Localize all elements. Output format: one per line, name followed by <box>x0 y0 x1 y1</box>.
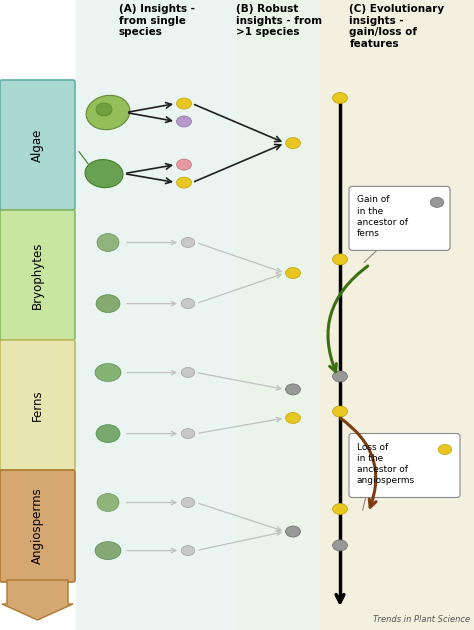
Ellipse shape <box>85 159 123 188</box>
Ellipse shape <box>86 95 130 130</box>
Ellipse shape <box>181 546 195 556</box>
FancyBboxPatch shape <box>0 210 75 340</box>
Ellipse shape <box>285 526 301 537</box>
Text: Bryophytes: Bryophytes <box>31 241 44 309</box>
Text: Trends in Plant Science: Trends in Plant Science <box>373 615 470 624</box>
Text: (B) Robust
insights - from
>1 species: (B) Robust insights - from >1 species <box>236 4 322 37</box>
Text: Algae: Algae <box>31 129 44 162</box>
FancyArrow shape <box>2 580 73 620</box>
Ellipse shape <box>285 413 301 423</box>
Ellipse shape <box>181 428 195 438</box>
Text: Ferns: Ferns <box>31 389 44 421</box>
FancyBboxPatch shape <box>0 470 75 582</box>
Text: Angiosperms: Angiosperms <box>31 488 44 564</box>
Ellipse shape <box>285 137 301 149</box>
Ellipse shape <box>96 425 120 443</box>
Text: Loss of
in the
ancestor of
angiosperms: Loss of in the ancestor of angiosperms <box>357 442 415 485</box>
Text: Gain of
in the
ancestor of
ferns: Gain of in the ancestor of ferns <box>357 195 408 238</box>
FancyBboxPatch shape <box>349 186 450 250</box>
Ellipse shape <box>333 93 347 103</box>
Ellipse shape <box>97 234 119 251</box>
Ellipse shape <box>438 445 452 454</box>
Bar <box>238 0 320 630</box>
Ellipse shape <box>177 98 191 109</box>
Ellipse shape <box>95 542 121 559</box>
Ellipse shape <box>285 384 301 395</box>
Ellipse shape <box>96 295 120 312</box>
FancyBboxPatch shape <box>0 80 75 210</box>
Ellipse shape <box>95 364 121 382</box>
Ellipse shape <box>181 238 195 248</box>
Ellipse shape <box>430 197 444 207</box>
Ellipse shape <box>177 177 191 188</box>
Ellipse shape <box>97 493 119 512</box>
Ellipse shape <box>333 371 347 382</box>
Ellipse shape <box>181 367 195 377</box>
Ellipse shape <box>177 116 191 127</box>
Ellipse shape <box>333 254 347 265</box>
Ellipse shape <box>177 159 191 170</box>
Ellipse shape <box>96 103 112 116</box>
Ellipse shape <box>285 268 301 278</box>
Ellipse shape <box>181 498 195 508</box>
Bar <box>320 0 474 630</box>
Ellipse shape <box>333 540 347 551</box>
FancyBboxPatch shape <box>349 433 460 498</box>
Ellipse shape <box>333 406 347 417</box>
Bar <box>76 0 238 630</box>
Text: (C) Evolutionary
insights -
gain/loss of
features: (C) Evolutionary insights - gain/loss of… <box>349 4 445 49</box>
Ellipse shape <box>333 503 347 515</box>
Ellipse shape <box>181 299 195 309</box>
FancyBboxPatch shape <box>0 340 75 470</box>
Text: (A) Insights -
from single
species: (A) Insights - from single species <box>119 4 195 37</box>
